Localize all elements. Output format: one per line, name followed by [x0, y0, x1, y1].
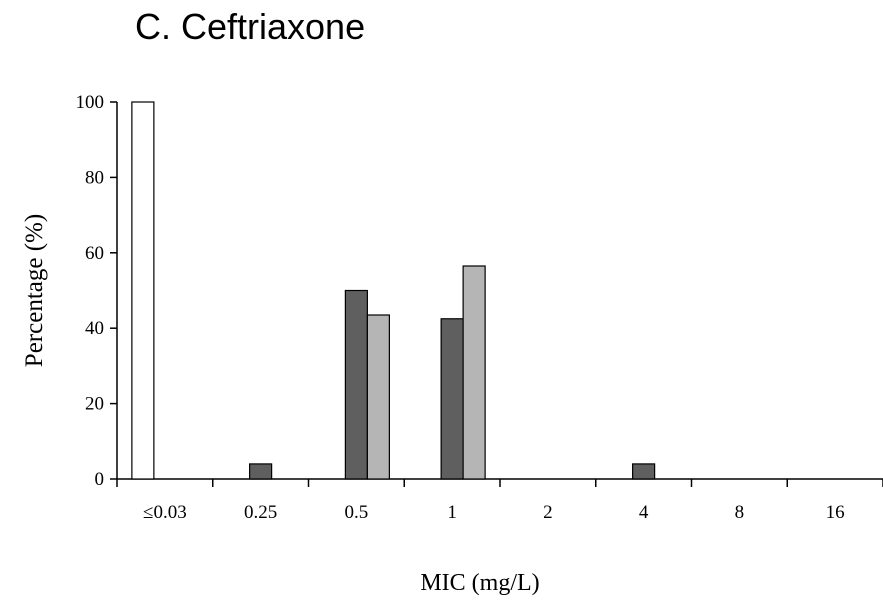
y-tick-label: 100 — [76, 92, 105, 113]
y-tick-label: 0 — [95, 469, 105, 490]
bar — [344, 289, 368, 480]
bar — [462, 265, 486, 480]
bar — [440, 318, 464, 480]
y-axis-label: Percentage (%) — [21, 214, 48, 367]
x-tick-label: 0.5 — [345, 502, 369, 523]
y-tick-label: 40 — [85, 318, 104, 339]
x-tick-label: 2 — [543, 502, 553, 523]
y-tick-label: 60 — [85, 243, 104, 264]
x-tick-label: ≤0.03 — [143, 502, 187, 523]
x-tick-label: 4 — [639, 502, 649, 523]
x-axis-label: MIC (mg/L) — [420, 570, 539, 596]
bar — [131, 101, 155, 480]
x-tick-label: 8 — [735, 502, 745, 523]
bar — [366, 314, 390, 480]
x-tick-label: 1 — [447, 502, 457, 523]
x-tick-label: 16 — [826, 502, 845, 523]
y-tick-label: 20 — [85, 394, 104, 415]
bar — [632, 463, 656, 480]
x-tick-label: 0.25 — [244, 502, 277, 523]
chart-title: C. Ceftriaxone — [135, 6, 366, 47]
bar — [249, 463, 273, 480]
y-tick-label: 80 — [85, 167, 104, 188]
